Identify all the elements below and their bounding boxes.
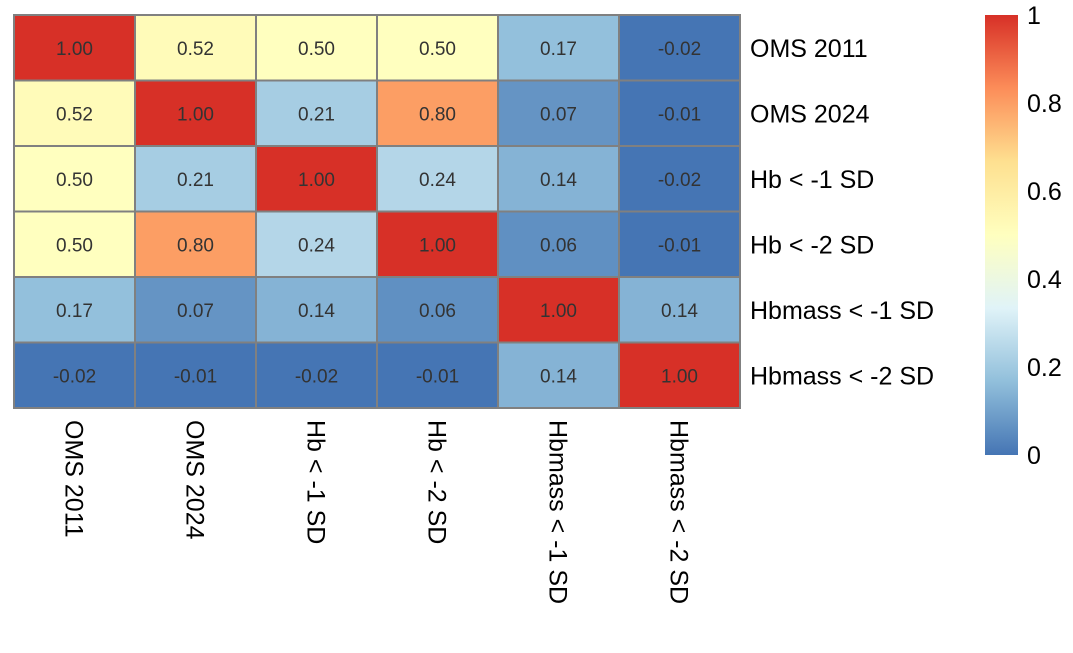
cell-value-label: -0.02 [658,170,701,191]
heatmap-cell-r0-c0 [13,14,136,82]
legend-tick-label: 0 [1027,442,1041,470]
heatmap-cell-r2-c4 [497,145,620,213]
cell-value-label: -0.02 [295,366,338,387]
column-labels: OMS 2011 OMS 2024 Hb < -1 SD Hb < -2 SD Hbma… [60,420,693,604]
cell-value-label: 0.14 [298,301,335,322]
heatmap-cell-r0-c1 [134,14,257,82]
cell-value-label: 0.06 [540,235,577,256]
heatmap-cell-r5-c5 [618,341,741,409]
cell-value-label: 0.50 [56,235,93,256]
heatmap-cell-r4-c3 [376,276,499,344]
legend-tick-label: 0.4 [1027,266,1062,294]
cell-value-label: 0.21 [298,104,335,125]
column-label: Hb < -2 SD [423,420,451,544]
row-labels: OMS 2011 OMS 2024 Hb < -1 SD Hb < -2 SD Hbma… [750,35,934,391]
column-label: Hbmass < -2 SD [665,420,693,604]
cell-value-label: -0.01 [416,366,459,387]
heatmap-cell-r1-c5 [618,79,741,147]
cell-value-label: -0.01 [658,104,701,125]
column-label: OMS 2011 [60,420,88,538]
legend-tick-label: 0.2 [1027,354,1062,382]
color-legend: 0 0.2 0.4 0.6 0.8 1 [985,2,1062,470]
heatmap-cell-r3-c1 [134,210,257,278]
cell-value-label: 0.52 [56,104,93,125]
cell-value-label: 1.00 [177,104,214,125]
heatmap-cell-r1-c1 [134,79,257,147]
cell-value-label: 1.00 [540,301,577,322]
cell-value-label: 1.00 [56,39,93,60]
heatmap-cell-r2-c1 [134,145,257,213]
cell-value-label: 0.14 [661,301,698,322]
cell-value-label: 0.80 [177,235,214,256]
cell-value-label: 0.07 [540,104,577,125]
heatmap-cell-r0-c5 [618,14,741,82]
row-label: Hbmass < -2 SD [750,362,934,390]
heatmap-cell-r3-c5 [618,210,741,278]
heatmap-cells [13,14,741,409]
row-label: OMS 2011 [750,35,868,63]
heatmap-cell-r1-c3 [376,79,499,147]
column-label: OMS 2024 [181,420,209,540]
cell-value-label: 0.17 [56,301,93,322]
row-label: Hb < -2 SD [750,231,874,259]
column-label: Hb < -1 SD [302,420,330,544]
heatmap-cell-r3-c2 [255,210,378,278]
column-label: Hbmass < -1 SD [544,420,572,604]
color-legend-ticks: 0 0.2 0.4 0.6 0.8 1 [1027,2,1062,470]
cell-value-label: 1.00 [661,366,698,387]
cell-value-label: -0.02 [53,366,96,387]
heatmap-cell-labels: 1.00 0.52 0.50 0.50 0.17 -0.02 0.52 1.00 0.21 0.8… [53,39,701,388]
heatmap-cell-r5-c0 [13,341,136,409]
cell-value-label: 0.50 [56,170,93,191]
cell-value-label: 0.14 [540,170,577,191]
cell-value-label: 0.07 [177,301,214,322]
cell-value-label: 0.50 [298,39,335,60]
heatmap-cell-r3-c4 [497,210,620,278]
cell-value-label: 0.14 [540,366,577,387]
heatmap-cell-r5-c3 [376,341,499,409]
cell-value-label: 0.06 [419,301,456,322]
cell-value-label: 0.52 [177,39,214,60]
heatmap-cell-r4-c2 [255,276,378,344]
legend-tick-label: 0.6 [1027,178,1062,206]
cell-value-label: -0.01 [174,366,217,387]
cell-value-label: 0.17 [540,39,577,60]
cell-value-label: 0.24 [419,170,456,191]
row-label: Hbmass < -1 SD [750,297,934,325]
heatmap-cell-r2-c3 [376,145,499,213]
heatmap-cell-r3-c3 [376,210,499,278]
legend-tick-label: 0.8 [1027,90,1062,118]
heatmap-cell-r3-c0 [13,210,136,278]
row-label: OMS 2024 [750,100,870,128]
cell-value-label: -0.01 [658,235,701,256]
row-label: Hb < -1 SD [750,166,874,194]
heatmap-cell-r4-c5 [618,276,741,344]
cell-value-label: 1.00 [419,235,456,256]
cell-value-label: 0.80 [419,104,456,125]
color-legend-bar [985,15,1018,455]
cell-value-label: 1.00 [298,170,335,191]
heatmap-cell-r5-c4 [497,341,620,409]
cell-value-label: 0.50 [419,39,456,60]
cell-value-label: 0.24 [298,235,335,256]
cell-value-label: 0.21 [177,170,214,191]
cell-value-label: -0.02 [658,39,701,60]
heatmap-cell-r2-c5 [618,145,741,213]
legend-tick-label: 1 [1027,2,1041,30]
heatmap-cell-r4-c4 [497,276,620,344]
